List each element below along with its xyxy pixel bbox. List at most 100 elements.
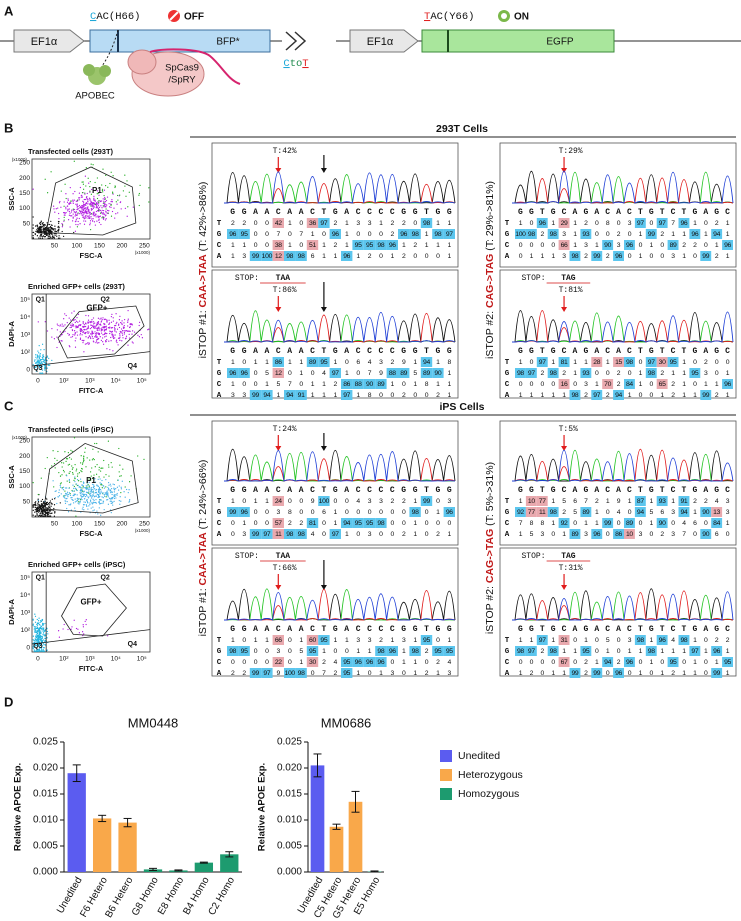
cell-value: 2: [715, 220, 719, 227]
cell-value: 1: [726, 231, 730, 238]
cell-highlight: [569, 668, 581, 678]
x-axis-label: FSC-A: [80, 251, 103, 260]
cell-value: 2: [715, 637, 719, 644]
cell-value: 1: [650, 637, 654, 644]
y-tick-label: 0.000: [33, 867, 58, 878]
cell-highlight: [352, 240, 364, 250]
cell-value: 1: [299, 659, 303, 666]
cell-highlight: [375, 657, 387, 667]
cell-highlight: [375, 379, 387, 389]
cell-value: 6: [356, 359, 360, 366]
cell-value: 98: [229, 648, 236, 655]
panel-letter: D: [4, 694, 13, 709]
cell-value: 95: [423, 637, 430, 644]
cell-highlight: [420, 635, 433, 645]
cell-value: 81: [561, 359, 568, 366]
cell-value: 84: [713, 520, 720, 527]
side-label-part: (T: 5%->31%): [484, 462, 496, 529]
cell-value: 95: [446, 648, 453, 655]
cell-value: 0: [299, 220, 303, 227]
base-call: G: [401, 486, 406, 495]
cell-value: 99: [648, 231, 655, 238]
base-call: G: [529, 347, 534, 356]
cell-value: 1: [650, 498, 654, 505]
cell-value: 96: [389, 242, 396, 249]
cell-value: 89: [309, 359, 316, 366]
cell-value: 30: [309, 659, 316, 666]
cell-value: 3: [379, 498, 383, 505]
chromatogram-frame: [211, 269, 459, 399]
cell-value: 2: [617, 659, 621, 666]
cell-value: 7: [671, 220, 675, 227]
cell-value: 0: [322, 520, 326, 527]
cell-highlight: [656, 496, 668, 506]
cell-value: 1: [519, 498, 523, 505]
cell-highlight: [580, 646, 592, 656]
cell-highlight: [624, 518, 635, 528]
event-dots: [32, 175, 134, 232]
cell-highlight: [306, 657, 319, 667]
cell-highlight: [689, 646, 701, 656]
cell-highlight: [711, 518, 723, 528]
cell-value: 5: [573, 509, 577, 516]
x-unit: (x1000): [135, 250, 151, 255]
base-call: C: [378, 486, 383, 495]
base-call: A: [703, 347, 708, 356]
cell-value: 0: [265, 231, 269, 238]
cell-value: 96: [724, 381, 731, 388]
cell-highlight: [580, 507, 592, 517]
cell-value: 8: [606, 220, 610, 227]
cell-value: 98: [648, 370, 655, 377]
cell-value: 99: [423, 498, 430, 505]
cell-value: 1: [726, 370, 730, 377]
legend-label: Heterozygous: [458, 769, 523, 781]
cell-value: 0: [265, 648, 269, 655]
cell-value: 1: [425, 242, 429, 249]
cell-value: 1: [288, 359, 292, 366]
base-call: A: [253, 347, 258, 356]
cell-value: 3: [671, 509, 675, 516]
base-call: C: [276, 208, 281, 217]
cell-value: 2: [660, 370, 664, 377]
cell-value: 2: [584, 220, 588, 227]
y-tick-label: 10³: [21, 332, 31, 339]
cell-highlight: [569, 390, 581, 400]
cell-value: 91: [680, 498, 687, 505]
edit-percent: T:29%: [559, 147, 583, 156]
row-base: T: [217, 220, 222, 228]
arrow-head: [561, 585, 568, 590]
cell-value: 98: [377, 520, 384, 527]
cell-value: 67: [561, 659, 568, 666]
cell-highlight: [645, 368, 657, 378]
y-axis-label: SSC-A: [7, 465, 16, 489]
cell-value: 1: [402, 242, 406, 249]
chromatogram-frame: [499, 142, 737, 268]
cell-value: 95: [434, 648, 441, 655]
cell-value: 1: [448, 392, 452, 399]
cell-value: 7: [322, 670, 326, 677]
cell-value: 4: [334, 659, 338, 666]
cell-value: 1: [265, 381, 269, 388]
trace: [512, 591, 734, 621]
cell-value: 99: [571, 670, 578, 677]
cell-highlight: [569, 529, 581, 539]
base-call: C: [562, 208, 567, 217]
cell-value: 2: [671, 392, 675, 399]
cell-value: 95: [355, 242, 362, 249]
arrow-head: [320, 446, 327, 451]
cell-highlight: [227, 229, 239, 239]
cell-value: 0: [254, 520, 258, 527]
cell-value: 1: [413, 520, 417, 527]
off-icon-bar: [169, 11, 179, 21]
cell-value: 3: [277, 648, 281, 655]
cell-value: 1: [345, 531, 349, 538]
cell-value: 1: [693, 659, 697, 666]
y-tick-label: 150: [19, 468, 30, 475]
side-label-part: CAG->TAG: [484, 254, 496, 308]
cell-value: 97: [528, 648, 535, 655]
base-call: G: [447, 347, 452, 356]
cell-highlight: [656, 357, 668, 367]
cas9-lobe: [127, 49, 157, 75]
cell-value: 1: [682, 670, 686, 677]
cell-value: 98: [286, 253, 293, 260]
